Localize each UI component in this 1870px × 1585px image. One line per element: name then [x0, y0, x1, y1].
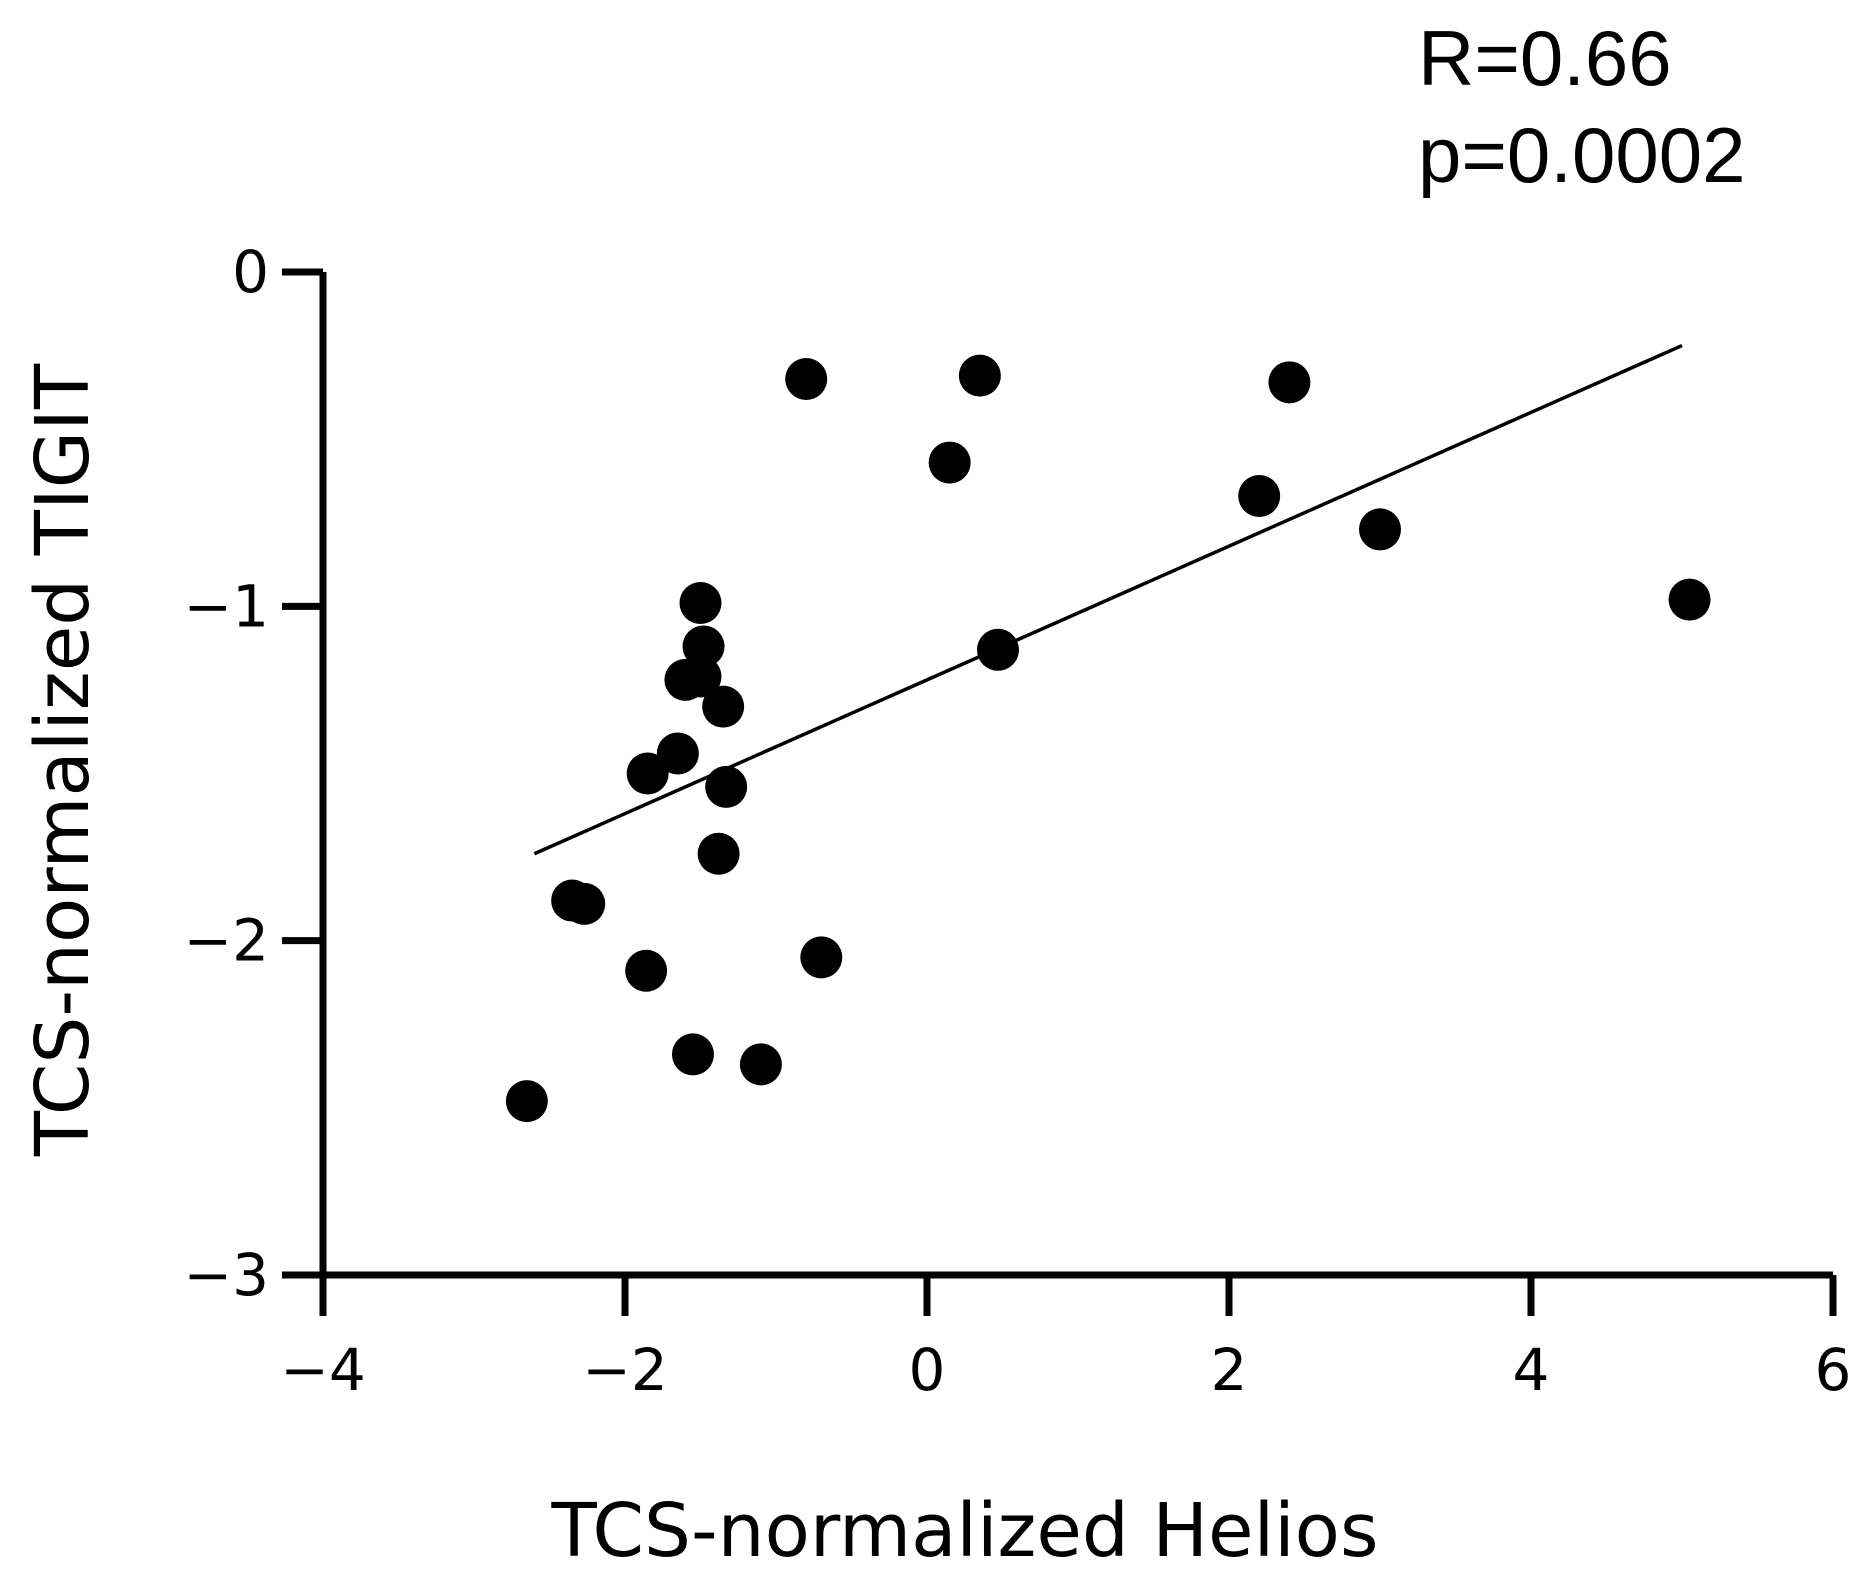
data-point	[1268, 361, 1311, 404]
data-point	[1359, 508, 1401, 551]
data-point	[625, 949, 668, 992]
data-points	[505, 354, 1711, 1123]
x-tick-label: 0	[909, 1336, 946, 1404]
data-point	[702, 685, 745, 728]
data-point	[656, 732, 699, 775]
x-ticks: −4 −2 0 2 4 6	[280, 1275, 1851, 1404]
x-tick-label: 4	[1513, 1336, 1550, 1404]
data-point	[679, 655, 722, 698]
x-tick-label: −4	[280, 1336, 366, 1404]
data-point	[705, 765, 748, 808]
r-value-label: R=0.66	[1418, 14, 1672, 102]
data-point	[563, 882, 606, 925]
data-point	[785, 357, 828, 400]
y-axis-title: TCS-normalized TIGIT	[20, 363, 106, 1157]
data-point	[739, 1043, 782, 1086]
p-value-label: p=0.0002	[1418, 111, 1746, 199]
y-tick-label: 0	[232, 238, 269, 306]
x-tick-label: 6	[1815, 1336, 1852, 1404]
x-axis-title: TCS-normalized Helios	[550, 1488, 1378, 1574]
x-tick-label: −2	[582, 1336, 668, 1404]
data-point	[505, 1080, 548, 1123]
data-point	[1668, 578, 1711, 621]
stats-annotation: R=0.66 p=0.0002	[1418, 14, 1746, 199]
data-point	[697, 832, 740, 875]
y-tick-label: −2	[184, 907, 270, 975]
data-point	[800, 936, 843, 979]
y-ticks: 0 −1 −2 −3	[184, 238, 323, 1309]
x-tick-label: 2	[1211, 1336, 1248, 1404]
data-point	[928, 441, 971, 484]
y-tick-label: −3	[184, 1241, 270, 1309]
y-tick-label: −1	[184, 572, 270, 640]
data-point	[679, 581, 722, 624]
data-point	[626, 752, 669, 795]
data-point	[958, 354, 1001, 397]
axes	[319, 272, 1833, 1279]
data-point	[671, 1033, 714, 1076]
data-point	[1238, 475, 1281, 518]
data-point	[976, 628, 1019, 671]
